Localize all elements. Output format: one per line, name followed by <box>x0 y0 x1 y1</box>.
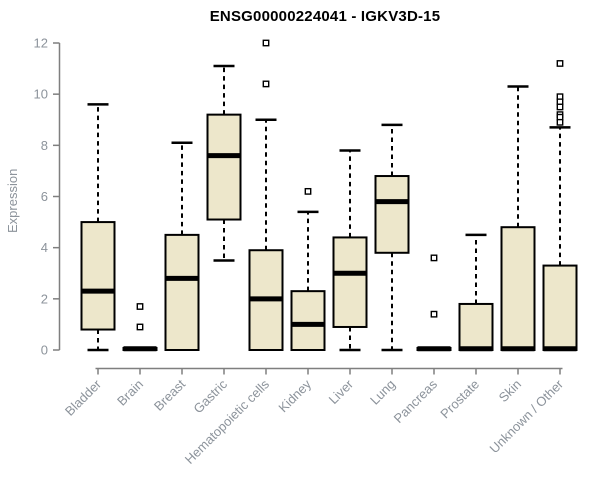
x-tick-label-pancreas: Pancreas <box>391 376 441 426</box>
x-tick-label-brain: Brain <box>114 377 146 409</box>
x-tick-label-kidney: Kidney <box>275 376 314 415</box>
y-tick-label: 12 <box>34 36 48 51</box>
boxplot-kidney <box>290 187 326 351</box>
boxplot-brain <box>122 303 158 352</box>
iqr-box <box>332 236 368 328</box>
boxplot-liver <box>332 149 368 352</box>
outlier-point <box>556 60 564 67</box>
boxplot-hematopoietic-cells <box>248 39 284 352</box>
boxplot-lung <box>374 123 410 352</box>
iqr-box <box>80 221 116 331</box>
outlier-point <box>262 39 270 47</box>
y-tick-label: 6 <box>41 189 48 204</box>
iqr-box <box>500 226 536 351</box>
boxplot-pancreas <box>416 254 452 352</box>
iqr-box <box>542 264 578 352</box>
boxplot-gastric <box>206 64 242 262</box>
x-tick-label-liver: Liver <box>326 376 357 407</box>
boxplot-breast <box>164 141 200 351</box>
outlier-point <box>430 254 438 262</box>
x-tick-label-lung: Lung <box>367 377 398 408</box>
y-tick-label: 10 <box>34 87 48 102</box>
boxplot-skin <box>500 85 536 352</box>
iqr-box <box>290 290 326 351</box>
iqr-box <box>458 302 494 352</box>
iqr-box <box>164 233 200 351</box>
x-tick-label-skin: Skin <box>496 377 524 405</box>
boxplot-prostate <box>458 233 494 352</box>
outlier-point <box>430 310 438 318</box>
x-tick-label-breast: Breast <box>151 376 188 413</box>
boxplot-bladder <box>80 103 116 352</box>
y-axis: 0 2 4 6 8 10 12 <box>34 36 61 358</box>
y-tick-label: 4 <box>41 240 48 255</box>
y-tick-label: 8 <box>41 138 48 153</box>
iqr-box <box>206 113 242 221</box>
outlier-point <box>136 303 144 310</box>
outlier-point <box>556 103 564 111</box>
outlier-point <box>556 118 564 126</box>
y-tick-label: 2 <box>41 291 48 306</box>
outlier-point <box>304 187 312 195</box>
x-tick-label-unknown-other: Unknown / Other <box>487 376 567 456</box>
boxplot-unknown-other <box>542 60 578 352</box>
iqr-box <box>374 175 410 254</box>
chart-title: ENSG00000224041 - IGKV3D-15 <box>209 8 441 25</box>
x-tick-label-bladder: Bladder <box>62 376 105 419</box>
y-tick-label: 0 <box>41 343 48 358</box>
outlier-point <box>136 323 144 331</box>
x-tick-label-gastric: Gastric <box>190 376 230 416</box>
x-tick-label-prostate: Prostate <box>437 377 482 422</box>
outlier-point <box>262 80 270 88</box>
